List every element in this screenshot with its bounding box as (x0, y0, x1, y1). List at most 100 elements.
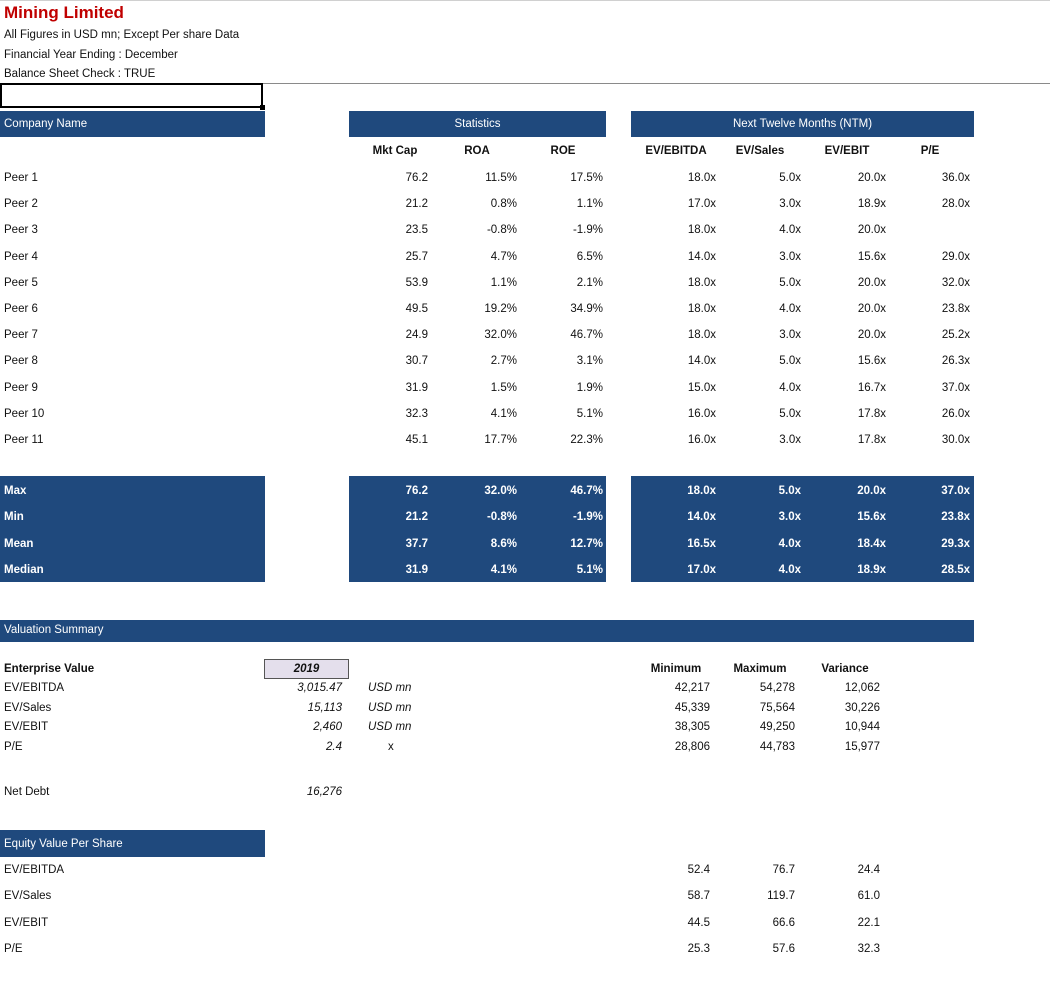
valuation-minimum[interactable]: 38,305 (674, 721, 710, 734)
peer-ev-ebit-value[interactable]: 20.0x (857, 172, 886, 184)
equity-minimum[interactable]: 58.7 (687, 890, 710, 903)
peer-ev-sales-value[interactable]: 4.0x (779, 224, 801, 237)
peer-roa-value[interactable]: 11.5% (485, 172, 517, 184)
peer-ev-ebit-value[interactable]: 17.8x (857, 407, 886, 420)
peer-ev-sales-value[interactable]: 4.0x (779, 381, 801, 394)
valuation-maximum[interactable]: 44,783 (759, 740, 795, 753)
peer-ev-ebitda-value[interactable]: 18.0x (687, 224, 716, 237)
equity-maximum[interactable]: 76.7 (772, 864, 795, 876)
peer-roa-value[interactable]: 32.0% (484, 329, 517, 342)
valuation-method-value[interactable]: 2,460 (313, 721, 342, 734)
equity-minimum[interactable]: 44.5 (687, 916, 710, 929)
equity-minimum[interactable]: 52.4 (687, 864, 710, 876)
equity-minimum[interactable]: 25.3 (687, 942, 710, 955)
peer-roe-value[interactable]: 17.5% (570, 172, 603, 184)
peer-pe-value[interactable]: 23.8x (941, 303, 970, 315)
peer-ev-ebitda-value[interactable]: 17.0x (687, 198, 716, 211)
peer-ev-ebitda-value[interactable]: 18.0x (687, 276, 716, 289)
peer-roe-value[interactable]: 1.1% (576, 198, 603, 211)
peer-mkt-cap-value[interactable]: 30.7 (405, 355, 428, 368)
peer-roe-value[interactable]: 1.9% (576, 381, 603, 394)
peer-mkt-cap-value[interactable]: 53.9 (405, 276, 428, 289)
peer-ev-sales-value[interactable]: 3.0x (779, 198, 801, 211)
peer-ev-ebit-value[interactable]: 15.6x (857, 355, 886, 368)
peer-ev-ebit-value[interactable]: 15.6x (857, 250, 886, 263)
peer-roe-value[interactable]: 22.3% (570, 434, 603, 446)
valuation-variance[interactable]: 30,226 (844, 701, 880, 714)
valuation-method-value[interactable]: 2.4 (326, 740, 342, 753)
peer-ev-sales-value[interactable]: 5.0x (779, 355, 801, 368)
peer-pe-value[interactable]: 30.0x (941, 434, 970, 446)
peer-name[interactable]: Peer 2 (4, 198, 38, 211)
valuation-variance[interactable]: 10,944 (844, 721, 880, 734)
valuation-minimum[interactable]: 42,217 (674, 682, 710, 694)
peer-roa-value[interactable]: 1.5% (490, 381, 517, 394)
peer-mkt-cap-value[interactable]: 24.9 (405, 329, 428, 342)
peer-ev-ebit-value[interactable]: 20.0x (857, 224, 886, 237)
valuation-maximum[interactable]: 54,278 (759, 682, 795, 694)
peer-mkt-cap-value[interactable]: 45.1 (405, 434, 428, 446)
peer-ev-ebitda-value[interactable]: 14.0x (687, 355, 716, 368)
peer-ev-sales-value[interactable]: 3.0x (779, 434, 801, 446)
equity-variance[interactable]: 32.3 (857, 942, 880, 955)
peer-roe-value[interactable]: 3.1% (576, 355, 603, 368)
peer-ev-sales-value[interactable]: 3.0x (779, 250, 801, 263)
peer-ev-ebit-value[interactable]: 20.0x (857, 329, 886, 342)
peer-pe-value[interactable]: 32.0x (941, 276, 970, 289)
peer-ev-ebitda-value[interactable]: 14.0x (687, 250, 716, 263)
peer-roe-value[interactable]: 46.7% (570, 329, 603, 342)
peer-roa-value[interactable]: -0.8% (486, 224, 517, 237)
equity-maximum[interactable]: 57.6 (772, 942, 795, 955)
peer-name[interactable]: Peer 3 (4, 224, 38, 237)
valuation-maximum[interactable]: 49,250 (759, 721, 795, 734)
peer-ev-ebit-value[interactable]: 17.8x (857, 434, 886, 446)
peer-roe-value[interactable]: -1.9% (572, 224, 603, 237)
peer-ev-sales-value[interactable]: 5.0x (779, 172, 801, 184)
peer-ev-sales-value[interactable]: 5.0x (779, 407, 801, 420)
peer-name[interactable]: Peer 5 (4, 276, 38, 289)
peer-ev-sales-value[interactable]: 5.0x (779, 276, 801, 289)
peer-ev-ebitda-value[interactable]: 18.0x (687, 329, 716, 342)
peer-roe-value[interactable]: 34.9% (570, 303, 603, 315)
peer-mkt-cap-value[interactable]: 76.2 (405, 172, 428, 184)
peer-name[interactable]: Peer 9 (4, 381, 38, 394)
peer-mkt-cap-value[interactable]: 32.3 (405, 407, 428, 420)
selected-cell[interactable] (0, 83, 265, 110)
peer-name[interactable]: Peer 1 (4, 172, 38, 184)
peer-ev-sales-value[interactable]: 3.0x (779, 329, 801, 342)
valuation-minimum[interactable]: 28,806 (674, 740, 710, 753)
peer-roa-value[interactable]: 4.7% (490, 250, 517, 263)
peer-mkt-cap-value[interactable]: 31.9 (405, 381, 428, 394)
peer-roa-value[interactable]: 0.8% (490, 198, 517, 211)
equity-variance[interactable]: 24.4 (857, 864, 880, 876)
peer-roa-value[interactable]: 1.1% (490, 276, 517, 289)
peer-roa-value[interactable]: 17.7% (484, 434, 517, 446)
peer-mkt-cap-value[interactable]: 23.5 (405, 224, 428, 237)
peer-name[interactable]: Peer 4 (4, 250, 38, 263)
equity-variance[interactable]: 22.1 (857, 916, 880, 929)
peer-ev-ebitda-value[interactable]: 18.0x (687, 303, 716, 315)
valuation-variance[interactable]: 12,062 (844, 682, 880, 694)
peer-pe-value[interactable]: 37.0x (941, 381, 970, 394)
peer-ev-ebit-value[interactable]: 16.7x (857, 381, 886, 394)
peer-pe-value[interactable]: 36.0x (941, 172, 970, 184)
peer-pe-value[interactable]: 26.0x (941, 407, 970, 420)
peer-name[interactable]: Peer 7 (4, 329, 38, 342)
peer-ev-ebit-value[interactable]: 20.0x (857, 303, 886, 315)
peer-ev-ebitda-value[interactable]: 15.0x (687, 381, 716, 394)
equity-maximum[interactable]: 119.7 (767, 890, 795, 903)
peer-pe-value[interactable]: 29.0x (941, 250, 970, 263)
peer-roe-value[interactable]: 2.1% (576, 276, 603, 289)
peer-roe-value[interactable]: 5.1% (576, 407, 603, 420)
equity-maximum[interactable]: 66.6 (772, 916, 795, 929)
peer-pe-value[interactable]: 25.2x (941, 329, 970, 342)
peer-name[interactable]: Peer 10 (4, 407, 45, 420)
peer-name[interactable]: Peer 6 (4, 303, 38, 315)
peer-pe-value[interactable]: 28.0x (941, 198, 970, 211)
peer-name[interactable]: Peer 11 (4, 434, 44, 446)
peer-ev-ebitda-value[interactable]: 18.0x (687, 172, 716, 184)
peer-ev-ebit-value[interactable]: 18.9x (857, 198, 886, 211)
year-cell[interactable]: 2019 (264, 659, 349, 679)
peer-ev-ebitda-value[interactable]: 16.0x (687, 434, 716, 446)
peer-mkt-cap-value[interactable]: 21.2 (405, 198, 428, 211)
